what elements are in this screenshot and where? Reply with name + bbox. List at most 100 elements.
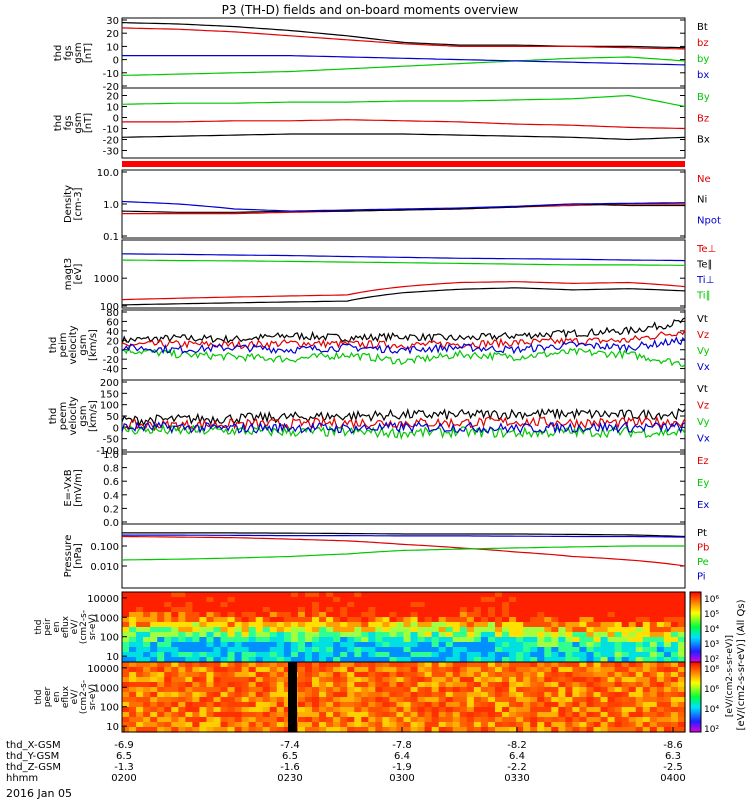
spectrogram-cell	[579, 642, 588, 648]
spectrogram-cell	[361, 697, 369, 703]
spectrogram-cell	[530, 642, 538, 648]
spectrogram-cell	[607, 652, 616, 658]
ephemeris-value: 0200	[111, 773, 136, 784]
spectrogram-cell	[171, 662, 179, 668]
spectrogram-cell	[382, 637, 391, 643]
spectrogram-cell	[347, 622, 355, 628]
spectrogram-cell	[628, 652, 637, 658]
spectrogram-cell	[347, 597, 355, 603]
spectrogram-cell	[417, 717, 426, 723]
spectrogram-cell	[312, 627, 320, 633]
spectrogram-cell	[326, 722, 334, 728]
spectrogram-cell	[333, 692, 341, 698]
spectrogram-cell	[572, 707, 581, 713]
spectrogram-cell	[368, 682, 376, 688]
series-Bz-line	[122, 119, 686, 130]
spectrogram-cell	[424, 722, 433, 728]
spectrogram-cell	[213, 697, 222, 703]
spectrogram-cell	[403, 642, 412, 648]
spectrogram-cell	[234, 692, 243, 698]
spectrogram-cell	[494, 722, 503, 728]
spectrogram-cell	[136, 637, 144, 643]
spectrogram-cell	[347, 672, 355, 678]
spectrogram-cell	[150, 642, 158, 648]
spectrogram-cell	[262, 662, 271, 668]
spectrogram-cell	[340, 707, 348, 713]
spectrogram-cell	[579, 632, 588, 638]
ephemeris-value: 6.4	[394, 751, 410, 762]
spectrogram-cell	[150, 627, 158, 633]
spectrogram-cell	[347, 697, 355, 703]
spectrogram-cell	[537, 692, 545, 698]
spectrogram-cell	[199, 607, 208, 613]
spectrogram-cell	[389, 597, 398, 603]
spectrogram-cell	[459, 727, 468, 733]
spectrogram-cell	[248, 702, 257, 708]
spectrogram-cell	[523, 602, 531, 608]
spectrogram-cell	[248, 677, 257, 683]
spectrogram-cell	[614, 692, 623, 698]
spectrogram-cell	[502, 687, 510, 693]
spectrogram-cell	[459, 627, 468, 633]
spectrogram-cell	[304, 707, 313, 713]
spectrogram-cell	[262, 677, 271, 683]
spectrogram-cell	[269, 692, 278, 698]
spectrogram-cell	[663, 682, 672, 688]
spectrogram-cell	[178, 627, 186, 633]
spectrogram-cell	[368, 677, 376, 683]
spectrogram-cell	[530, 697, 538, 703]
spectrogram-cell	[663, 712, 672, 718]
spectrogram-cell	[185, 622, 193, 628]
spectrogram-cell	[565, 647, 573, 653]
spectrogram-cell	[347, 652, 355, 658]
spectrogram-cell	[523, 662, 531, 668]
spectrogram-cell	[333, 632, 341, 638]
spectrogram-cell	[213, 717, 222, 723]
spectrogram-cell	[628, 677, 637, 683]
spectrogram-cell	[262, 627, 271, 633]
spectrogram-cell	[487, 637, 496, 643]
spectrogram-cell	[220, 592, 229, 598]
spectrogram-cell	[192, 592, 201, 598]
spectrogram-cell	[431, 662, 440, 668]
spectrogram-cell	[480, 632, 489, 638]
spectrogram-cell	[424, 727, 433, 733]
spectrogram-cell	[347, 727, 355, 733]
spectrogram-cell	[361, 637, 369, 643]
spectrogram-cell	[220, 642, 229, 648]
spectrogram-cell	[544, 712, 552, 718]
spectrogram-cell	[670, 612, 679, 618]
spectrogram-cell	[600, 602, 609, 608]
spectrogram-cell	[326, 592, 334, 598]
spectrogram-cell	[544, 717, 552, 723]
legend-Ne: Ne	[697, 174, 711, 185]
spectrogram-cell	[537, 727, 545, 733]
spectrogram-cell	[171, 607, 179, 613]
spectrogram-cell	[297, 632, 306, 638]
spectrogram-cell	[171, 632, 179, 638]
spectrogram-cell	[389, 717, 398, 723]
spectrogram-cell	[509, 642, 517, 648]
spectrogram-cell	[621, 592, 630, 598]
spectrogram-cell	[663, 722, 672, 728]
spectrogram-cell	[297, 652, 306, 658]
spectrogram-cell	[523, 647, 531, 653]
spectrogram-cell	[396, 722, 405, 728]
spectrogram-cell	[157, 697, 165, 703]
spectrogram-cell	[459, 642, 468, 648]
spectrogram-cell	[157, 717, 165, 723]
y-tick-label: 100	[100, 302, 119, 313]
spectrogram-cell	[473, 682, 482, 688]
spectrogram-cell	[347, 692, 355, 698]
spectrogram-cell	[445, 687, 454, 693]
spectrogram-cell	[312, 717, 320, 723]
spectrogram-cell	[234, 717, 243, 723]
spectrogram-cell	[600, 702, 609, 708]
spectrogram-cell	[354, 707, 362, 713]
series-bx-line	[122, 54, 686, 66]
spectrogram-cell	[136, 687, 144, 693]
y-tick-label: -40	[103, 365, 119, 376]
spectrogram-cell	[304, 682, 313, 688]
spectrogram-cell	[340, 657, 348, 663]
spectrogram-cell	[487, 622, 496, 628]
